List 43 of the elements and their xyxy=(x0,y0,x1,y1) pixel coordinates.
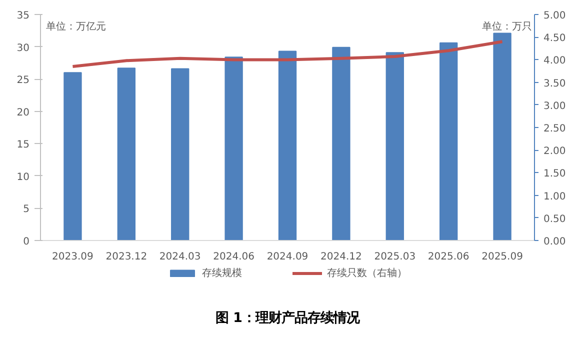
bar xyxy=(493,32,512,240)
annotation: 单位：万只 xyxy=(482,20,532,32)
y2-tick-label: 3.00 xyxy=(544,100,566,112)
y-tick-label: 5 xyxy=(23,204,30,216)
y2-tick-label: 4.00 xyxy=(544,56,566,67)
y2-tick-label: 0.00 xyxy=(544,236,566,248)
y2-tick-label: 3.50 xyxy=(544,78,566,90)
y-tick-label: 35 xyxy=(16,10,30,22)
x-tick-label: 2025.06 xyxy=(428,252,470,262)
annotation: 单位：万亿元 xyxy=(46,20,106,32)
x-tick-label: 2025.03 xyxy=(374,252,416,262)
bar xyxy=(224,56,243,240)
y-tick-label: 0 xyxy=(23,236,30,248)
bar xyxy=(386,52,404,240)
y2-tick-label: 5.00 xyxy=(544,10,566,22)
x-tick-label: 2024.09 xyxy=(266,252,308,262)
legend-label: 存续只数（右轴） xyxy=(327,266,407,280)
y-tick-label: 20 xyxy=(16,107,30,118)
x-tick-label: 2024.03 xyxy=(159,252,201,262)
y-tick-label: 15 xyxy=(16,140,30,151)
y2-tick-label: 2.00 xyxy=(544,146,566,158)
bar xyxy=(439,42,458,240)
bar xyxy=(117,68,136,240)
line-series xyxy=(71,40,504,68)
bar xyxy=(171,68,190,240)
y2-tick-label: 1.00 xyxy=(544,191,566,202)
y2-tick-label: 0.50 xyxy=(544,214,566,225)
x-tick-label: 2023.09 xyxy=(52,252,94,262)
x-tick-label: 2025.09 xyxy=(482,252,523,262)
text: 图 1：理财产品存续情况 xyxy=(216,310,360,326)
bar xyxy=(332,46,350,240)
legend-label: 存续规模 xyxy=(202,266,242,280)
y-tick-label: 10 xyxy=(16,172,30,183)
bar xyxy=(278,50,297,240)
y2-tick-label: 4.50 xyxy=(544,33,566,44)
y2-tick-label: 1.50 xyxy=(544,168,566,180)
y-tick-label: 30 xyxy=(16,42,30,54)
bar xyxy=(64,72,82,240)
x-tick-label: 2024.06 xyxy=(213,252,254,262)
x-tick-label: 2024.12 xyxy=(320,252,362,262)
x-tick-label: 2023.12 xyxy=(106,252,148,262)
y2-tick-label: 2.50 xyxy=(544,124,566,134)
y-tick-label: 25 xyxy=(16,75,30,86)
